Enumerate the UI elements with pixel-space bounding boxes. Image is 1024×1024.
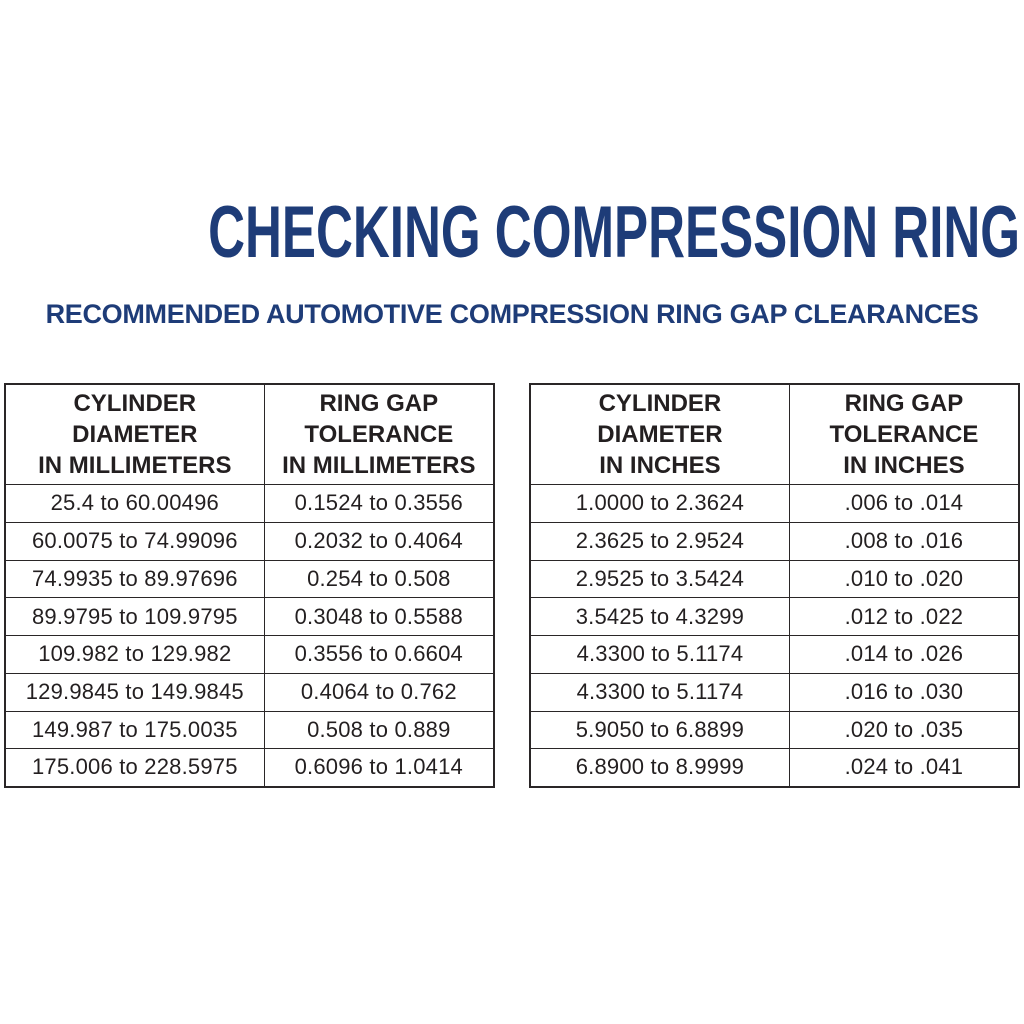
column-header-line: RING GAP	[844, 390, 964, 417]
table-cell: .016 to .030	[788, 672, 1020, 712]
table-cell: .006 to .014	[788, 484, 1020, 523]
table-cell: 1.0000 to 2.3624	[529, 484, 790, 523]
table-cell: .008 to .016	[788, 521, 1020, 561]
table-row: 25.4 to 60.00496 0.1524 to 0.3556	[4, 484, 495, 523]
table-row: 4.3300 to 5.1174.016 to .030	[529, 672, 1020, 712]
table-row: 89.9795 to 109.9795 0.3048 to 0.5588	[4, 597, 495, 636]
page-title: CHECKING COMPRESSION RING GAPS	[0, 196, 1024, 269]
column-header-line: IN INCHES	[843, 452, 965, 479]
table-cell: .020 to .035	[788, 710, 1020, 750]
table-cell: 0.4064 to 0.762	[263, 672, 495, 712]
table-cell: .010 to .020	[788, 559, 1020, 599]
ring-gap-table-inches: CYLINDER DIAMETER IN INCHES RING GAP TOLERAN…	[529, 383, 1020, 788]
table-cell: 3.5425 to 4.3299	[529, 597, 790, 636]
table-cell: 0.2032 to 0.4064	[263, 521, 495, 561]
table-cell: .014 to .026	[788, 635, 1020, 674]
table-cell: 74.9935 to 89.97696	[4, 559, 265, 599]
column-header-line: CYLINDER	[73, 390, 197, 417]
table-cell: 0.6096 to 1.0414	[263, 748, 495, 787]
column-header-line: TOLERANCE	[829, 421, 979, 448]
table-cell: 60.0075 to 74.99096	[4, 521, 265, 561]
table-row: 2.3625 to 2.9524.008 to .016	[529, 521, 1020, 561]
table-row: 129.9845 to 149.9845 0.4064 to 0.762	[4, 672, 495, 712]
table-cell: 0.508 to 0.889	[263, 710, 495, 750]
table-cell: 89.9795 to 109.9795	[4, 597, 265, 636]
table-cell: 0.1524 to 0.3556	[263, 484, 495, 523]
table-cell: 2.9525 to 3.5424	[529, 559, 790, 599]
column-header-line: DIAMETER	[597, 421, 723, 448]
table-row: 1.0000 to 2.3624.006 to .014	[529, 484, 1020, 523]
ring-gap-table-millimeters: CYLINDER DIAMETER IN MILLIMETERS RING GAP TO…	[4, 383, 495, 788]
table-cell: .024 to .041	[788, 748, 1020, 787]
header-row: CYLINDER DIAMETER IN MILLIMETERS RING GAP TO…	[4, 383, 495, 485]
column-header-line: IN MILLIMETERS	[282, 452, 476, 479]
page-subtitle: RECOMMENDED AUTOMOTIVE COMPRESSION RING …	[45, 299, 979, 329]
table-cell: 6.8900 to 8.9999	[529, 748, 790, 787]
table-row: 5.9050 to 6.8899.020 to .035	[529, 710, 1020, 750]
column-header: CYLINDER DIAMETER IN MILLIMETERS	[4, 383, 265, 485]
header-row: CYLINDER DIAMETER IN INCHES RING GAP TOLERAN…	[529, 383, 1020, 485]
table-row: 60.0075 to 74.99096 0.2032 to 0.4064	[4, 521, 495, 561]
table-row: 74.9935 to 89.97696 0.254 to 0.508	[4, 559, 495, 599]
table-cell: 175.006 to 228.5975	[4, 748, 265, 787]
table-row: 3.5425 to 4.3299.012 to .022	[529, 597, 1020, 636]
table-cell: 25.4 to 60.00496	[4, 484, 265, 523]
table-cell: 109.982 to 129.982	[4, 635, 265, 674]
table-row: 175.006 to 228.5975 0.6096 to 1.0414	[4, 748, 495, 787]
table-cell: 0.3048 to 0.5588	[263, 597, 495, 636]
table-cell: 2.3625 to 2.9524	[529, 521, 790, 561]
column-header: RING GAP TOLERANCE IN INCHES	[788, 383, 1020, 485]
column-header-line: IN MILLIMETERS	[38, 452, 232, 479]
column-header-line: DIAMETER	[72, 421, 198, 448]
table-cell: 149.987 to 175.0035	[4, 710, 265, 750]
column-header: RING GAP TOLERANCE IN MILLIMETERS	[263, 383, 495, 485]
table-cell: 4.3300 to 5.1174	[529, 635, 790, 674]
table-cell: 0.254 to 0.508	[263, 559, 495, 599]
page-title-text: CHECKING COMPRESSION RING GAPS	[208, 192, 1024, 273]
column-header-line: RING GAP	[319, 390, 439, 417]
table-cell: 0.3556 to 0.6604	[263, 635, 495, 674]
table-row: 6.8900 to 8.9999.024 to .041	[529, 748, 1020, 787]
table-row: 4.3300 to 5.1174.014 to .026	[529, 635, 1020, 674]
column-header: CYLINDER DIAMETER IN INCHES	[529, 383, 790, 485]
table-cell: 129.9845 to 149.9845	[4, 672, 265, 712]
column-header-line: CYLINDER	[598, 390, 722, 417]
column-header-line: TOLERANCE	[304, 421, 454, 448]
table-cell: 5.9050 to 6.8899	[529, 710, 790, 750]
table-cell: .012 to .022	[788, 597, 1020, 636]
table-row: 109.982 to 129.982 0.3556 to 0.6604	[4, 635, 495, 674]
table-row: 149.987 to 175.0035 0.508 to 0.889	[4, 710, 495, 750]
column-header-line: IN INCHES	[599, 452, 721, 479]
table-cell: 4.3300 to 5.1174	[529, 672, 790, 712]
table-row: 2.9525 to 3.5424.010 to .020	[529, 559, 1020, 599]
tables-container: CYLINDER DIAMETER IN MILLIMETERS RING GAP TO…	[4, 383, 1020, 788]
